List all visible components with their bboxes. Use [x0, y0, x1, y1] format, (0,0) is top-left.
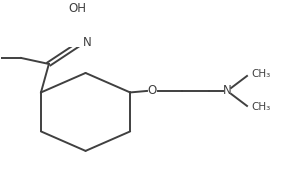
Text: OH: OH [69, 2, 87, 15]
Text: CH₃: CH₃ [251, 70, 270, 79]
Text: N: N [223, 84, 231, 98]
Text: O: O [147, 84, 156, 98]
Text: CH₃: CH₃ [251, 102, 270, 113]
Text: N: N [83, 36, 91, 50]
